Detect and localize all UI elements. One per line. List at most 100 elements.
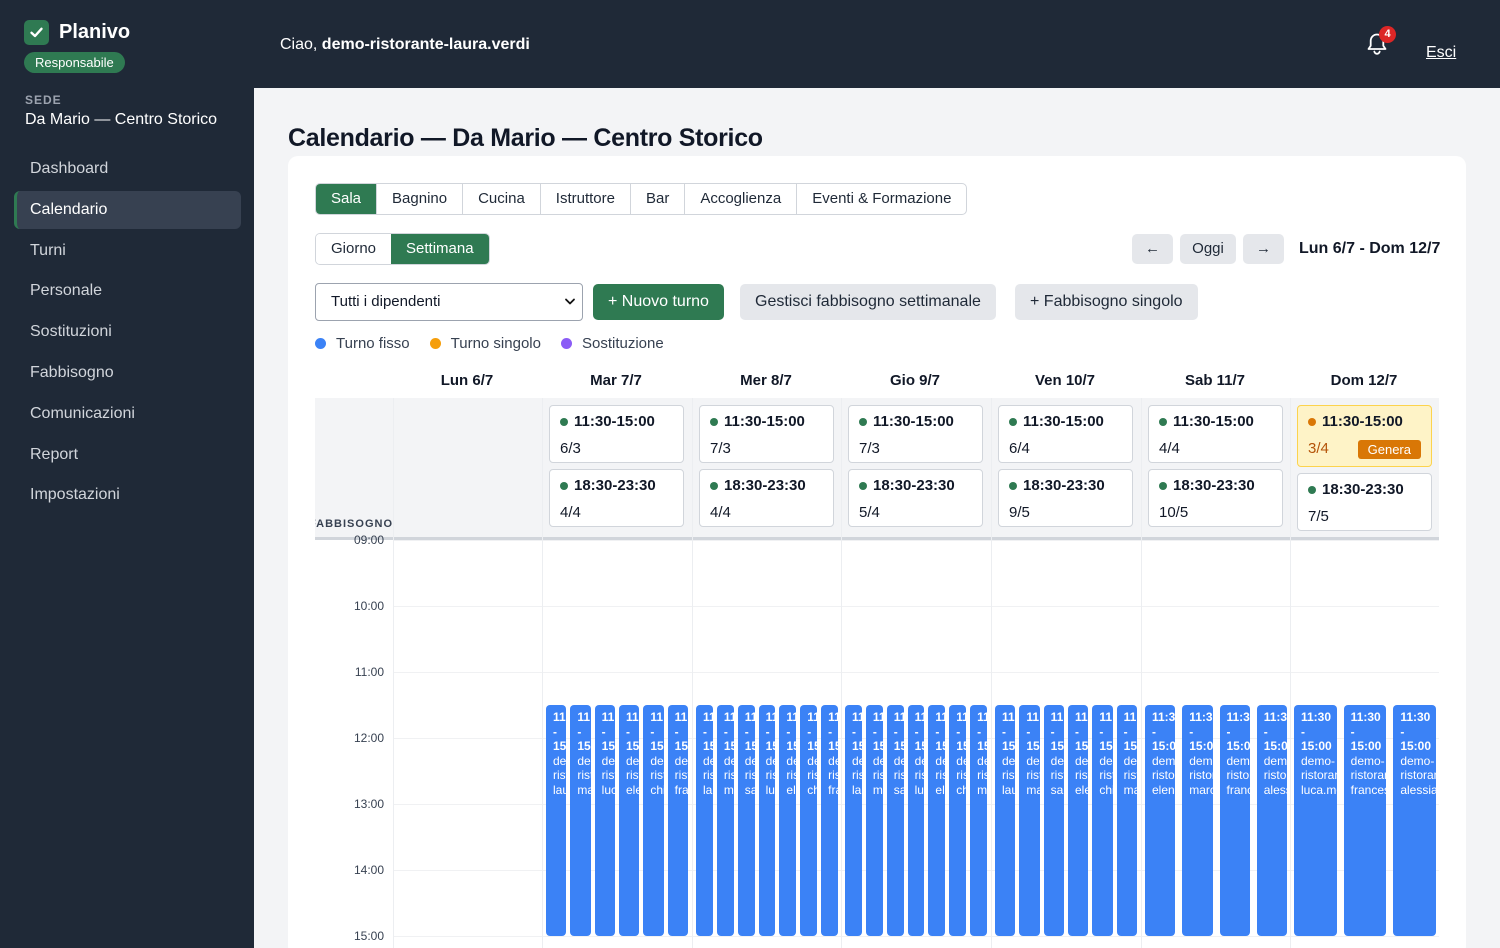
tab-cucina[interactable]: Cucina: [463, 184, 541, 214]
sede-name: Da Mario — Centro Storico: [25, 111, 218, 128]
logout-link[interactable]: Esci: [1426, 44, 1457, 61]
sidebar-item-impostazioni[interactable]: Impostazioni: [30, 486, 120, 504]
need-card[interactable]: 11:30-15:00 6/4: [998, 405, 1133, 463]
need-time-text: 11:30-15:00: [574, 413, 655, 430]
day-header: Mer 8/7: [740, 372, 792, 389]
generate-button[interactable]: Genera: [1357, 440, 1421, 459]
need-card[interactable]: 18:30-23:30 9/5: [998, 469, 1133, 527]
shift-block[interactable]: 11:30-15:00demo-ristorante-francesca.gal…: [1343, 705, 1387, 936]
employee-select[interactable]: Tutti i dipendenti: [315, 283, 583, 321]
shift-end: 15:00: [650, 739, 664, 753]
shift-start: 11:30: [1301, 710, 1332, 724]
need-time: 18:30-23:30: [710, 477, 806, 494]
sidebar-item-personale[interactable]: Personale: [30, 282, 103, 300]
shift-end: 15:00: [1002, 739, 1016, 753]
department-tabs: Sala Bagnino Cucina Istruttore Bar Accoglienz…: [315, 183, 968, 215]
shift-end: 15:00: [935, 739, 945, 753]
legend-item: Turno singolo: [429, 335, 541, 352]
brand[interactable]: Planivo: [24, 20, 130, 45]
tab-accoglienza[interactable]: Accoglienza: [685, 184, 798, 214]
shift-block[interactable]: 11:30-15:00demo-ristorante-francesca.gal…: [667, 705, 688, 936]
shift-separator: -: [744, 724, 749, 739]
status-dot-icon: [1159, 481, 1167, 490]
need-card[interactable]: 11:30-15:00 6/3: [549, 405, 684, 463]
single-need-button[interactable]: + Fabbisogno singolo: [1015, 284, 1198, 320]
view-day-button[interactable]: Giorno: [316, 234, 392, 264]
shift-block[interactable]: 11:30-15:00demo-ristorante-chiara.fontan…: [800, 705, 818, 936]
tab-eventi-formazione[interactable]: Eventi & Formazione: [812, 190, 952, 207]
shift-separator: -: [626, 724, 630, 739]
manage-weekly-need-button[interactable]: Gestisci fabbisogno settimanale: [740, 284, 996, 320]
need-time-text: 11:30-15:00: [1023, 413, 1104, 430]
need-time: 18:30-23:30: [859, 477, 955, 494]
sidebar-item-dashboard[interactable]: Dashboard: [30, 160, 109, 177]
shift-end: 15:00: [1400, 739, 1432, 753]
need-time: 18:30-23:30: [1159, 477, 1255, 494]
need-card[interactable]: 11:30-15:00 7/3: [699, 405, 834, 463]
tab-sala[interactable]: Sala: [316, 184, 378, 214]
need-card[interactable]: 11:30-15:00 7/3: [848, 405, 983, 463]
sidebar-item-report[interactable]: Report: [30, 445, 79, 463]
shift-block[interactable]: 11:30-15:00demo-ristorante-chiara.fontan…: [643, 705, 664, 936]
need-card[interactable]: 18:30-23:30 5/4: [848, 469, 983, 527]
status-dot-icon: [1159, 417, 1167, 426]
sidebar-item-turni[interactable]: Turni: [30, 241, 66, 259]
shift-employee: demo-ristorante-marco.rossi: [977, 753, 987, 797]
need-card[interactable]: 18:30-23:30 4/4: [549, 469, 684, 527]
shift-separator: -: [1123, 724, 1128, 739]
next-week-button[interactable]: →: [1243, 234, 1284, 264]
need-card[interactable]: 18:30-23:30 7/5: [1297, 473, 1432, 531]
today-button[interactable]: Oggi: [1180, 234, 1236, 264]
prev-week-button[interactable]: ←: [1132, 234, 1173, 264]
shift-employee: demo-ristorante-francesca.galli: [1350, 753, 1387, 797]
shift-block[interactable]: 11:30-15:00demo-ristorante-francesca.gal…: [821, 705, 838, 936]
shift-block[interactable]: 11:30-15:00demo-ristorante-chiara.fontan…: [949, 705, 967, 936]
need-card[interactable]: 11:30-15:00 4/4: [1148, 405, 1283, 463]
shift-start: 11:30: [1263, 710, 1287, 724]
needs-row-label-text: FABBISOGNO: [315, 518, 393, 530]
need-card[interactable]: 11:30-15:00 3/4 Genera: [1297, 405, 1432, 467]
sidebar-item-fabbisogno[interactable]: Fabbisogno: [30, 363, 114, 381]
need-count: 3/4: [1308, 440, 1329, 457]
view-week-button[interactable]: Settimana: [391, 234, 489, 264]
shift-separator: -: [828, 724, 833, 739]
shift-block[interactable]: 11:30-15:00demo-ristorante-francesca.gal…: [1219, 705, 1250, 936]
sidebar-item-sostituzioni[interactable]: Sostituzioni: [30, 323, 112, 341]
sidebar-item-calendario[interactable]: Calendario: [14, 190, 241, 229]
need-card[interactable]: 18:30-23:30 10/5: [1148, 469, 1283, 527]
shift-separator: -: [1301, 724, 1305, 739]
need-card[interactable]: 18:30-23:30 4/4: [699, 469, 834, 527]
tab-bar[interactable]: Bar: [631, 184, 686, 214]
sidebar-item-comunicazioni[interactable]: Comunicazioni: [30, 404, 135, 422]
new-shift-button[interactable]: + Nuovo turno: [593, 284, 724, 320]
tab-istruttore[interactable]: Istruttore: [541, 184, 631, 214]
shift-end: 15:00: [786, 739, 796, 753]
shift-block[interactable]: 11:30-15:00demo-ristorante-chiara.fontan…: [1092, 705, 1113, 936]
tab-bagnino[interactable]: Bagnino: [377, 184, 464, 214]
